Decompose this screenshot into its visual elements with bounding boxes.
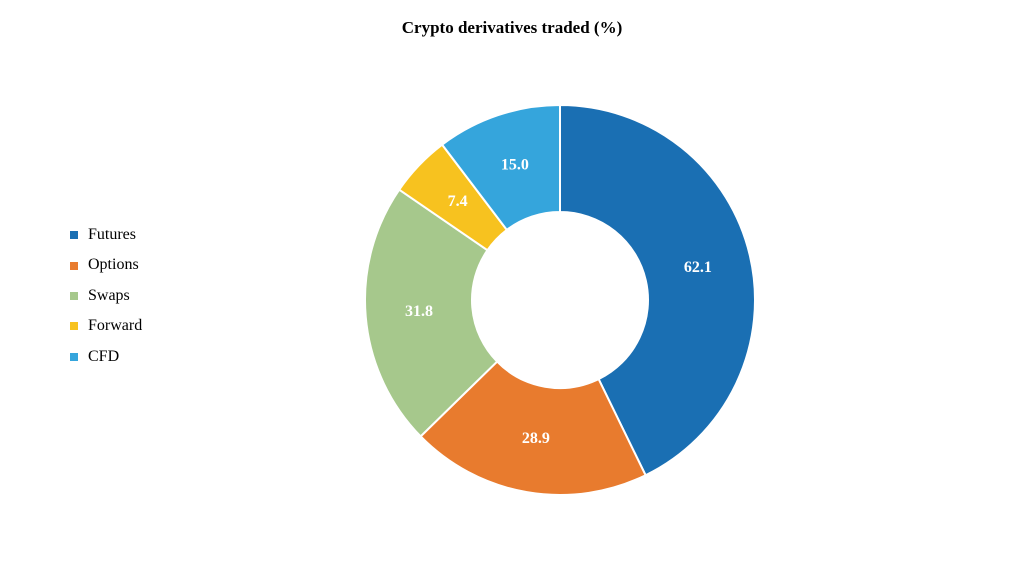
slice-label: 28.9 [522,430,550,447]
donut-svg: 62.1 28.9 31.8 7.4 15.0 [320,60,800,540]
legend-item: CFD [70,342,142,372]
legend-marker [70,262,78,270]
legend-marker [70,292,78,300]
legend-label: Forward [88,311,142,341]
donut-chart: 62.1 28.9 31.8 7.4 15.0 [320,60,800,540]
legend-item: Forward [70,311,142,341]
legend-label: Swaps [88,281,130,311]
legend-item: Swaps [70,281,142,311]
legend-marker [70,322,78,330]
legend-label: CFD [88,342,119,372]
legend-label: Futures [88,220,136,250]
legend-item: Options [70,250,142,280]
chart-title: Crypto derivatives traded (%) [0,18,1024,38]
slice-label: 31.8 [405,303,433,320]
legend-label: Options [88,250,139,280]
legend-marker [70,353,78,361]
slice-label: 7.4 [448,193,468,210]
slice-label: 15.0 [501,157,529,174]
chart-container: Crypto derivatives traded (%) FuturesOpt… [0,0,1024,571]
legend-item: Futures [70,220,142,250]
legend: FuturesOptionsSwapsForwardCFD [70,220,142,372]
slice-label: 62.1 [684,259,712,276]
legend-marker [70,231,78,239]
